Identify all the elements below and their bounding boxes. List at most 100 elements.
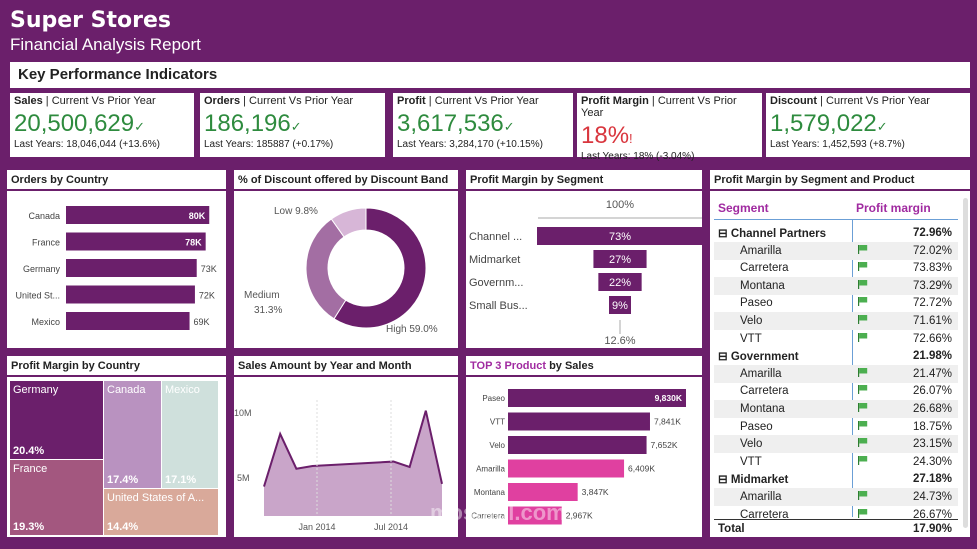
panel-orders-by-country[interactable]: Orders by Country Canada 80K France 78K Germ… (7, 170, 226, 348)
kpi-label: Sales | Current Vs Prior Year (14, 95, 156, 107)
kpi-card-discount[interactable]: Discount | Current Vs Prior Year 1,579,0… (766, 93, 970, 157)
matrix-group-row[interactable]: ⊟ Government 21.98% (714, 347, 958, 365)
row-value: 27.18% (912, 473, 952, 486)
category-label: United St... (15, 291, 60, 301)
matrix-row[interactable]: Montana 73.29% (714, 276, 958, 295)
data-label: 7,652K (651, 440, 678, 450)
panel-margin-segment-product[interactable]: Profit Margin by Segment and Product (710, 170, 970, 537)
panel-sales-year-month[interactable]: Sales Amount by Year and Month 10M 5M Jan … (234, 356, 458, 537)
treemap-cell-canada[interactable]: Canada 17.4% (104, 381, 161, 488)
cell-label: Mexico (165, 384, 200, 396)
check-icon: ✓ (876, 119, 888, 134)
category-label: Montana (474, 488, 506, 497)
report-title: Super Stores (10, 8, 172, 33)
category-label: Velo (489, 441, 505, 450)
data-label: 6,409K (628, 464, 655, 474)
kpi-card-profit-margin[interactable]: Profit Margin | Current Vs Prior Year 18… (577, 93, 762, 162)
matrix-row[interactable]: Carretera 26.67% (714, 506, 958, 524)
row-label: Amarilla (740, 491, 782, 503)
data-label: 3,847K (582, 487, 609, 497)
discount-band-donut: High 59.0% Medium 31.3% Low 9.8% (244, 206, 438, 335)
treemap-cell-united-states[interactable]: United States of A... 14.4% (104, 489, 218, 535)
flag-icon (858, 244, 868, 254)
bar (66, 285, 195, 304)
bar (508, 412, 650, 431)
sales-area-chart: 10M 5M Jan 2014 Jul 2014 (234, 400, 443, 532)
kpi-card-orders[interactable]: Orders | Current Vs Prior Year 186,196✓ … (200, 93, 385, 157)
matrix-row[interactable]: Paseo 18.75% (714, 418, 958, 436)
row-value: 71.61% (912, 315, 952, 327)
data-label: 2,967K (566, 511, 593, 521)
report-subtitle: Financial Analysis Report (10, 35, 201, 54)
kpi-prior: Last Years: 185887 (+0.17%) (204, 139, 334, 150)
flag-icon (858, 385, 868, 395)
matrix-header-line (714, 219, 958, 220)
bar (66, 206, 210, 224)
row-value: 73.83% (912, 262, 952, 275)
matrix-row[interactable]: Montana 26.68% (714, 400, 958, 418)
matrix-row[interactable]: Carretera 26.07% (714, 382, 958, 400)
category-label: Paseo (482, 394, 505, 403)
kpi-card-sales[interactable]: Sales | Current Vs Prior Year 20,500,629… (10, 93, 194, 157)
matrix-row[interactable]: Velo 71.61% (714, 312, 958, 330)
panel-title: TOP 3 Product by Sales (466, 356, 702, 377)
donut-slice (330, 207, 367, 238)
matrix-row[interactable]: Amarilla 21.47% (714, 364, 958, 383)
matrix-row[interactable]: Carretera 73.83% (714, 259, 958, 277)
kpi-card-profit[interactable]: Profit | Current Vs Prior Year 3,617,536… (393, 93, 573, 157)
flag-icon (858, 315, 868, 324)
row-label: Carretera (740, 508, 789, 521)
slice-label-medium-value: 31.3% (254, 305, 282, 316)
row-label: Paseo (740, 297, 773, 310)
row-label: Velo (740, 315, 763, 327)
matrix-header-segment[interactable]: Segment (718, 201, 769, 215)
row-value: 26.07% (912, 385, 952, 398)
bar (66, 259, 197, 277)
data-label: 69K (194, 317, 210, 327)
panel-margin-by-segment[interactable]: Profit Margin by Segment 100% 73% Channel … (466, 170, 702, 348)
matrix-row[interactable]: Paseo 72.72% (714, 294, 958, 312)
kpi-value: 1,579,022✓ (770, 110, 888, 137)
x-tick-label: Jan 2014 (298, 522, 335, 532)
row-value: 72.96% (912, 227, 952, 239)
check-icon: ✓ (503, 119, 515, 134)
panel-title: Profit Margin by Country (7, 356, 226, 377)
flag-icon (858, 403, 868, 412)
treemap-cell-mexico[interactable]: Mexico 17.1% (162, 381, 218, 488)
row-label: VTT (740, 332, 762, 345)
kpi-label: Profit Margin | Current Vs Prior Year (581, 95, 737, 119)
funnel-bottom-label: 12.6% (604, 335, 635, 347)
category-label: Canada (28, 211, 60, 221)
row-label: ⊟ Channel Partners (718, 228, 827, 240)
matrix-group-row[interactable]: ⊟ Channel Partners 72.96% (714, 224, 958, 242)
panel-title: Profit Margin by Segment (466, 170, 702, 191)
funnel-bar (537, 227, 702, 245)
matrix-row[interactable]: Velo 23.15% (714, 435, 958, 454)
matrix-group-row[interactable]: ⊟ Midmarket 27.18% (714, 470, 958, 488)
matrix-row[interactable]: Amarilla 24.73% (714, 488, 958, 506)
bar (508, 459, 625, 478)
category-label: Mexico (31, 317, 60, 327)
panel-title: Sales Amount by Year and Month (234, 356, 458, 377)
data-label: 73K (201, 264, 217, 274)
panel-discount-band[interactable]: % of Discount offered by Discount Band H… (234, 170, 458, 348)
matrix-total-row: Total 17.90% (714, 519, 958, 537)
row-label: Amarilla (740, 367, 782, 380)
donut-slice (305, 218, 347, 320)
alert-icon: ! (629, 131, 633, 146)
vertical-scrollbar[interactable] (963, 198, 968, 528)
cell-label: France (13, 463, 48, 475)
treemap-cell-germany[interactable]: Germany 20.4% (10, 381, 103, 459)
bar (508, 483, 578, 501)
matrix-header-margin[interactable]: Profit margin (856, 201, 931, 215)
panel-top3-products[interactable]: TOP 3 Product by Sales Paseo 9,830K VTT 7,8… (466, 356, 702, 537)
treemap-cell-france[interactable]: France 19.3% (10, 460, 103, 535)
kpi-prior: Last Years: 3,284,170 (+10.15%) (397, 139, 543, 150)
matrix-row[interactable]: Amarilla 72.02% (714, 241, 958, 260)
margin-by-segment-funnel: 100% 73% Channel ... 27% Midmarket 22% Governm… (469, 199, 702, 347)
watermark-logo: mostaql.com (430, 500, 566, 525)
funnel-value-label: 9% (612, 300, 628, 312)
data-label: 78K (185, 238, 202, 248)
matrix-row[interactable]: VTT 72.66% (714, 330, 958, 348)
matrix-row[interactable]: VTT 24.30% (714, 453, 958, 471)
